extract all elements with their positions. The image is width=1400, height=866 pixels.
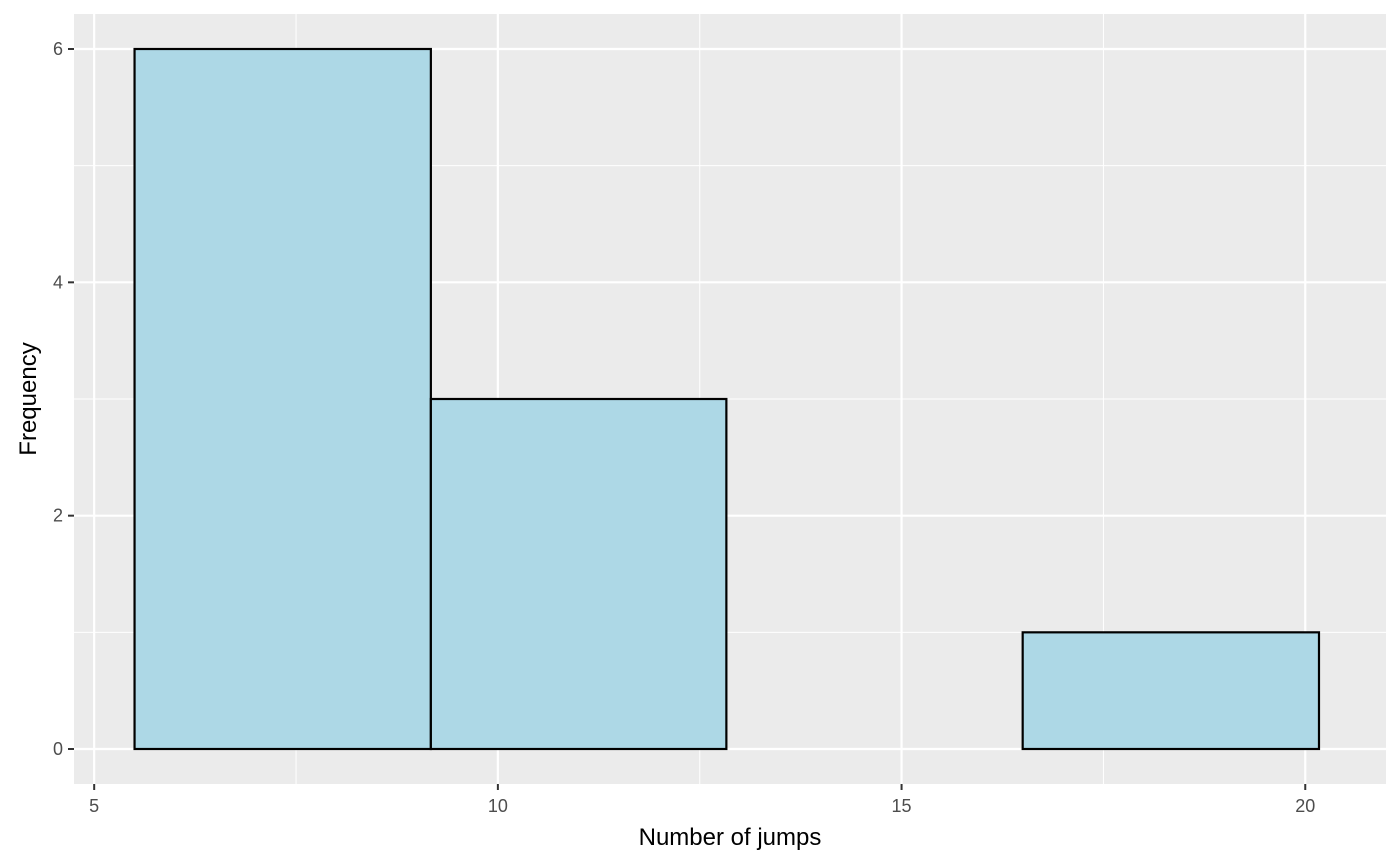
histogram-bars [133, 47, 1321, 751]
y-tick-label: 0 [53, 739, 63, 759]
x-tick-label: 5 [89, 796, 99, 816]
histogram-bar [1021, 631, 1321, 751]
y-tick-label: 6 [53, 39, 63, 59]
x-tick-label: 15 [892, 796, 912, 816]
x-tick-label: 10 [488, 796, 508, 816]
x-axis: 5 10 15 20 [89, 784, 1315, 816]
histogram-bar [429, 397, 728, 751]
x-axis-title: Number of jumps [639, 824, 822, 851]
x-tick-label: 20 [1295, 796, 1315, 816]
y-tick-label: 4 [53, 272, 63, 292]
histogram-bar [133, 47, 432, 751]
y-axis: 0 2 4 6 [53, 39, 74, 759]
y-axis-title: Frequency [15, 342, 42, 455]
y-tick-label: 2 [53, 506, 63, 526]
